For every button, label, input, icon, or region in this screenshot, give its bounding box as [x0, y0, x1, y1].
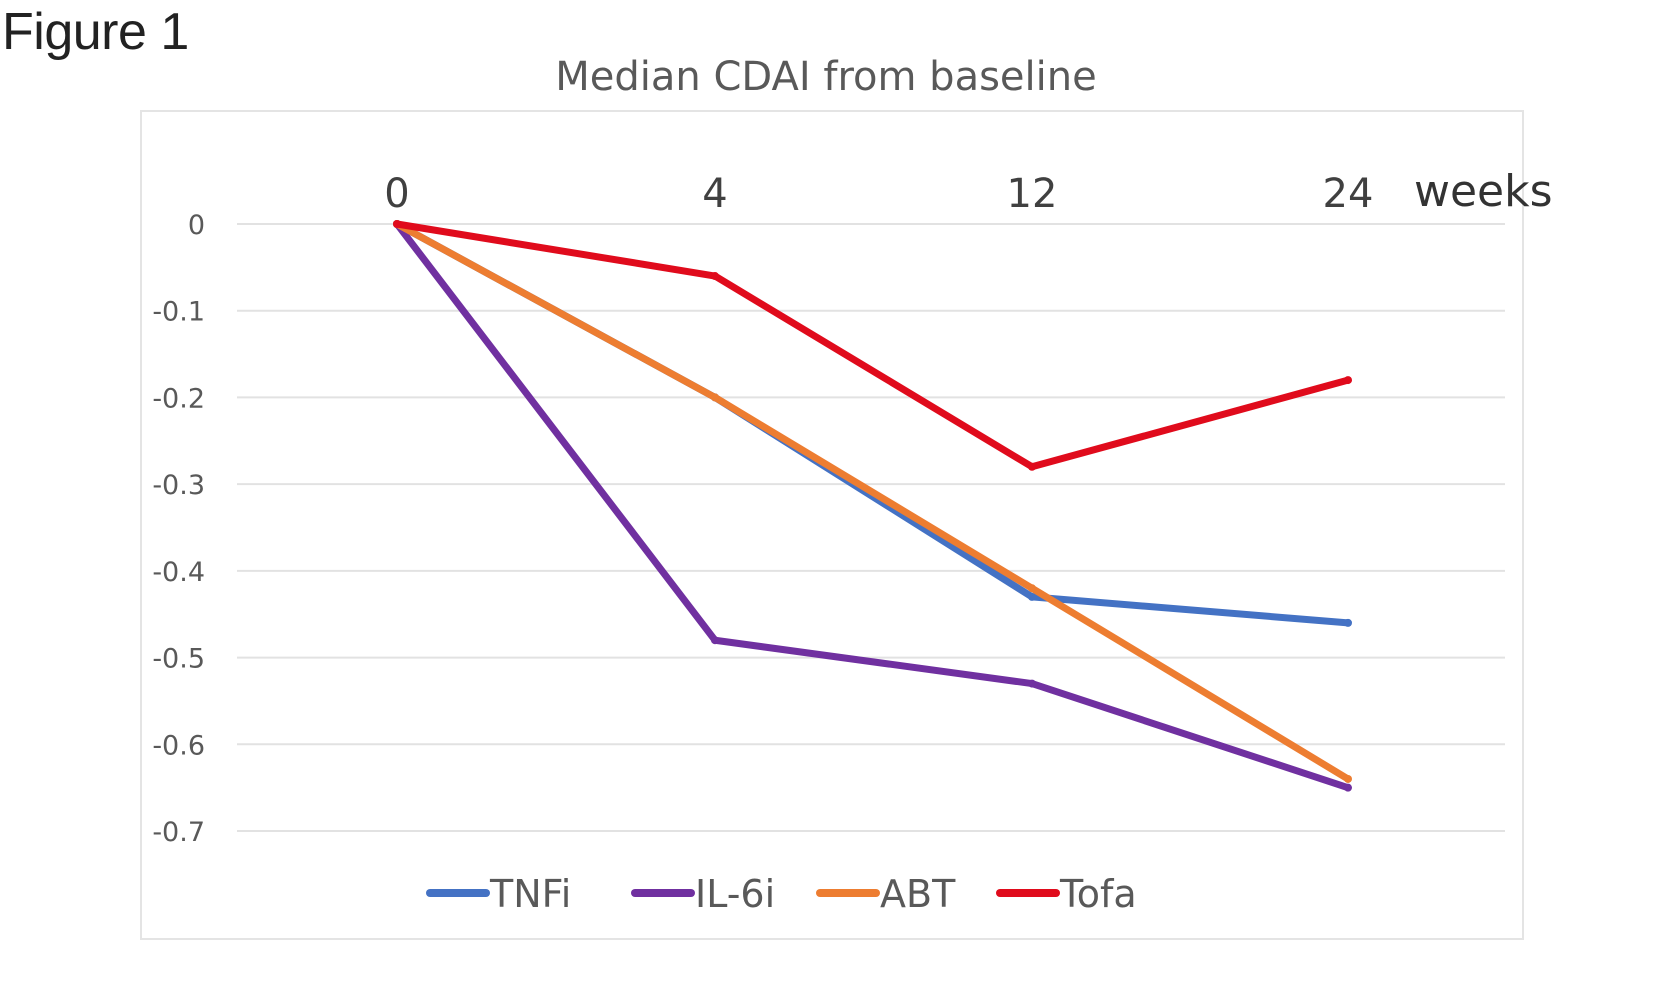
y-tick-label: 0	[188, 210, 205, 241]
data-point	[1028, 679, 1036, 688]
data-point	[711, 393, 719, 402]
y-tick-label: -0.7	[152, 817, 205, 848]
y-tick-label: -0.1	[152, 297, 205, 328]
data-point	[1344, 774, 1352, 783]
x-axis-label: weeks	[1414, 166, 1553, 217]
legend: TNFi IL-6i ABT Tofa	[426, 872, 1137, 916]
series-line-tnfi	[393, 220, 1352, 627]
y-tick-label: -0.6	[152, 730, 205, 761]
chart-title: Median CDAI from baseline	[555, 54, 1096, 100]
x-tick-label: 4	[702, 171, 727, 217]
legend-item: TNFi	[426, 872, 571, 916]
y-axis-ticks: 0 -0.1 -0.2 -0.3 -0.4 -0.5 -0.6 -0.7	[152, 210, 205, 848]
data-point	[711, 272, 719, 281]
series-lines	[393, 220, 1352, 792]
legend-label: TNFi	[489, 872, 571, 916]
legend-item: Tofa	[996, 872, 1137, 916]
series-line-tofa	[393, 220, 1352, 471]
series-line-abt	[393, 220, 1352, 783]
y-tick-label: -0.5	[152, 644, 205, 675]
legend-label: Tofa	[1059, 872, 1137, 916]
data-point	[1028, 592, 1036, 601]
y-tick-label: -0.2	[152, 383, 205, 414]
data-point	[1344, 618, 1352, 627]
legend-item: ABT	[816, 872, 956, 916]
y-tick-label: -0.3	[152, 470, 205, 501]
data-point	[1028, 584, 1036, 593]
legend-item: IL-6i	[631, 872, 775, 916]
chart-area-border	[140, 110, 1524, 940]
data-point	[393, 220, 401, 228]
x-tick-label: 24	[1323, 171, 1374, 217]
y-tick-label: -0.4	[152, 557, 205, 588]
data-point	[711, 636, 719, 645]
series-line-il-6i	[393, 220, 1352, 792]
x-tick-label: 12	[1007, 171, 1058, 217]
figure-label: Figure 1	[2, 3, 189, 61]
data-point	[1344, 376, 1352, 385]
legend-label: IL-6i	[695, 872, 775, 916]
x-axis-ticks: 0 4 12 24	[384, 171, 1373, 217]
gridlines	[237, 223, 1505, 832]
data-point	[1028, 462, 1036, 471]
x-tick-label: 0	[384, 171, 409, 217]
legend-label: ABT	[880, 872, 956, 916]
data-point	[1344, 783, 1352, 792]
